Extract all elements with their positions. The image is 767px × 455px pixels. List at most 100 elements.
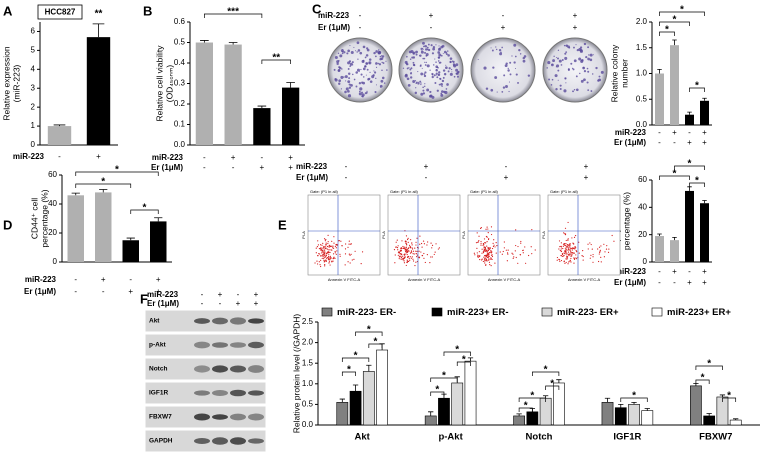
flow-event: [319, 255, 322, 257]
colony: [333, 68, 336, 71]
colony: [419, 54, 422, 57]
colony: [374, 71, 377, 74]
bar: [86, 37, 111, 146]
flow-event: [314, 262, 316, 264]
flow-event: [438, 247, 440, 249]
flow-event: [575, 254, 577, 256]
colony: [504, 64, 508, 68]
flow-event: [332, 253, 335, 255]
y-tick-label: 1.0: [636, 69, 648, 78]
flow-event: [478, 255, 480, 258]
flow-event: [329, 258, 331, 260]
colony: [386, 69, 388, 71]
flow-event: [347, 261, 349, 263]
colony: [366, 91, 368, 94]
condition-mark: +: [260, 163, 265, 172]
error-bar: [126, 237, 135, 241]
significance-label: *: [701, 373, 705, 384]
flow-event: [507, 253, 509, 255]
flow-event: [599, 251, 601, 254]
colony: [431, 52, 435, 55]
flow-event: [401, 247, 403, 249]
flow-event: [572, 242, 574, 244]
bar: [601, 402, 614, 426]
flow-event: [407, 260, 409, 262]
colony: [420, 83, 422, 86]
condition-mark: -: [102, 287, 105, 296]
flow-event: [327, 259, 330, 261]
significance-bracket: [659, 175, 690, 180]
flow-event: [573, 262, 575, 264]
colony: [500, 51, 502, 54]
condition-mark: -: [201, 299, 204, 308]
colony: [517, 81, 520, 84]
flow-event: [571, 249, 573, 251]
flow-event: [420, 251, 422, 253]
flow-event: [486, 245, 488, 247]
condition-label: Er (1μM): [296, 173, 328, 182]
flow-event: [322, 251, 324, 253]
flow-event: [570, 261, 572, 263]
flow-event: [575, 250, 577, 252]
flow-event: [412, 250, 415, 252]
blot-band: [248, 318, 264, 324]
flow-event: [415, 241, 417, 243]
flow-event: [405, 250, 407, 252]
flow-event: [332, 260, 334, 262]
colony: [420, 82, 422, 84]
colony: [412, 80, 416, 83]
flow-event: [325, 242, 327, 244]
flow-event: [430, 242, 432, 244]
flow-event: [328, 262, 330, 264]
flow-event: [475, 242, 478, 244]
colony: [344, 90, 347, 94]
flow-x-label: Annexin V FITC-A: [568, 277, 601, 282]
flow-event: [484, 257, 486, 259]
flow-event: [332, 247, 334, 249]
flow-x-label: Annexin V FITC-A: [328, 277, 361, 282]
significance-label: *: [544, 365, 548, 376]
flow-event: [344, 248, 347, 250]
error-bar: [644, 408, 650, 411]
flow-event: [322, 242, 324, 244]
flow-event: [403, 260, 405, 262]
flow-event: [325, 244, 328, 246]
flow-event: [506, 252, 509, 254]
flow-event: [564, 227, 567, 229]
colony: [420, 47, 423, 51]
colony: [425, 54, 428, 57]
flow-event: [566, 247, 568, 249]
flow-event: [400, 256, 402, 258]
flow-event: [483, 244, 485, 246]
condition-mark: +: [156, 287, 161, 296]
bar: [670, 240, 679, 262]
protein-label: GAPDH: [149, 438, 173, 445]
flow-event: [571, 252, 573, 254]
condition-mark: -: [505, 162, 508, 171]
error-bar: [339, 398, 345, 403]
flow-event: [400, 254, 403, 256]
flow-event: [416, 250, 418, 252]
flow-event: [412, 260, 415, 262]
flow-event: [558, 248, 560, 250]
y-tick-label: 2: [31, 102, 36, 111]
colony: [443, 72, 447, 76]
flow-event: [426, 254, 428, 256]
error-bar: [516, 413, 522, 416]
flow-event: [480, 240, 482, 243]
colony: [455, 68, 459, 72]
y-tick-label: 0.6: [174, 17, 186, 26]
bar: [655, 73, 664, 125]
colony: [417, 71, 419, 73]
error-bar: [228, 42, 238, 45]
significance-label: *: [665, 25, 669, 36]
condition-mark: +: [672, 267, 677, 276]
colony: [572, 90, 574, 93]
colony: [551, 63, 553, 66]
y-tick-label: 1.5: [636, 43, 648, 52]
condition-mark: +: [156, 275, 161, 284]
y-tick-label: 0.1: [174, 120, 186, 129]
significance-bracket: [75, 171, 159, 176]
colony: [360, 68, 362, 71]
colony: [336, 62, 339, 66]
